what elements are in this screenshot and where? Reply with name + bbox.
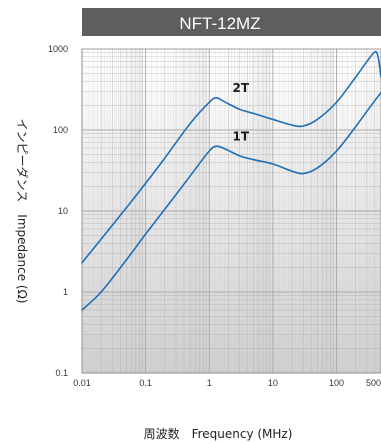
series-label-1t: 1T	[233, 129, 250, 143]
y-tick-label: 100	[53, 125, 68, 135]
y-tick-label: 1000	[48, 44, 68, 54]
grid	[81, 49, 381, 374]
series-line-2t	[81, 50, 381, 264]
chart-title: NFT-12MZ	[179, 14, 260, 33]
x-tick-label: 0.1	[139, 378, 152, 388]
y-axis-label: インピーダンス Impedance (Ω)	[15, 119, 30, 304]
y-tick-label: 0.1	[55, 368, 68, 378]
x-axis-label: 周波数 Frequency (MHz)	[144, 426, 293, 441]
x-tick-label: 10	[268, 378, 278, 388]
series-line-1t	[81, 91, 381, 311]
title-bar	[82, 8, 381, 36]
y-tick-labels: 0.1 1 10 100 1000	[48, 44, 68, 378]
y-tick-label: 1	[63, 287, 68, 297]
y-tick-label: 10	[58, 206, 68, 216]
x-tick-label: 500	[366, 378, 381, 388]
series-labels: 2T 1T	[233, 81, 250, 143]
x-tick-label: 100	[329, 378, 344, 388]
series-lines	[81, 50, 381, 311]
plot-frame	[81, 48, 381, 374]
x-tick-label: 0.01	[73, 378, 91, 388]
x-tick-labels: 0.01 0.1 1 10 100 500	[73, 378, 381, 388]
series-label-2t: 2T	[233, 81, 250, 95]
x-tick-label: 1	[207, 378, 212, 388]
